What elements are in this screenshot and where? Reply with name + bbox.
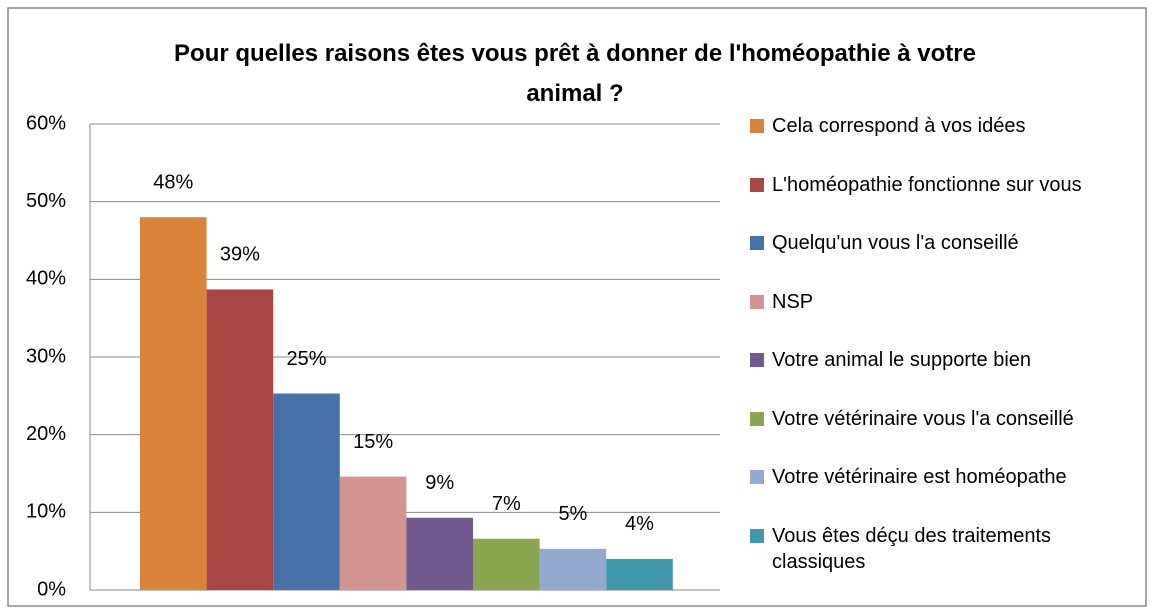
legend-swatch (750, 236, 764, 250)
bar (473, 538, 540, 590)
legend-label: Votre vétérinaire vous l'a conseillé (772, 407, 1074, 430)
data-label: 39% (220, 244, 260, 266)
bar (140, 217, 207, 590)
data-label: 48% (153, 171, 193, 193)
y-tick-label: 0% (37, 578, 66, 600)
bar (273, 393, 340, 590)
legend-swatch (750, 119, 764, 133)
legend-label: L'homéopathie fonctionne sur vous (772, 173, 1082, 196)
data-label: 15% (353, 431, 393, 453)
legend-swatch (750, 177, 764, 192)
y-tick-label: 10% (26, 501, 66, 523)
legend-item: L'homéopathie fonctionne sur vous (750, 172, 1142, 198)
legend-item: Votre vétérinaire vous l'a conseillé (750, 406, 1142, 432)
legend-label: Quelqu'un vous l'a conseillé (772, 232, 1019, 254)
y-tick-label: 60% (26, 112, 66, 134)
data-label: 9% (425, 472, 454, 494)
legend-swatch (750, 411, 764, 426)
legend-swatch (750, 353, 764, 367)
legend-swatch (750, 294, 764, 309)
chart-title: Pour quelles raisons êtes vous prêt à do… (174, 40, 976, 107)
legend-swatch (750, 470, 764, 484)
legend-label: NSP (772, 290, 814, 313)
legend-item: Votre vétérinaire est homéopathe (750, 464, 1142, 490)
legend-item: Cela correspond à vos idées (750, 113, 1142, 139)
data-label: 7% (492, 493, 521, 515)
data-label: 25% (286, 348, 326, 370)
data-label: 4% (625, 513, 654, 535)
data-label: 5% (558, 503, 587, 525)
bar (406, 517, 473, 590)
bar (606, 558, 673, 590)
bar (206, 289, 274, 590)
y-tick-label: 50% (26, 190, 66, 212)
legend-label: Cela correspond à vos idées (772, 115, 1026, 137)
legend-swatch (750, 528, 764, 543)
bar (339, 476, 407, 590)
legend-item: Quelqu'un vous l'a conseillé (750, 230, 1142, 256)
legend-label: Vous êtes déçu des traitements classique… (772, 524, 1052, 573)
legend-item: Votre animal le supporte bien (750, 347, 1142, 373)
y-tick-label: 40% (26, 268, 66, 290)
legend-label: Votre animal le supporte bien (772, 349, 1032, 371)
bar (539, 548, 607, 590)
legend-item: NSP (750, 289, 1142, 315)
legend-label: Votre vétérinaire est homéopathe (772, 466, 1067, 488)
chart-border (7, 7, 1147, 607)
y-tick-label: 30% (26, 345, 66, 367)
y-tick-label: 20% (26, 423, 66, 445)
legend-item: Vous êtes déçu des traitements classique… (750, 523, 1142, 575)
